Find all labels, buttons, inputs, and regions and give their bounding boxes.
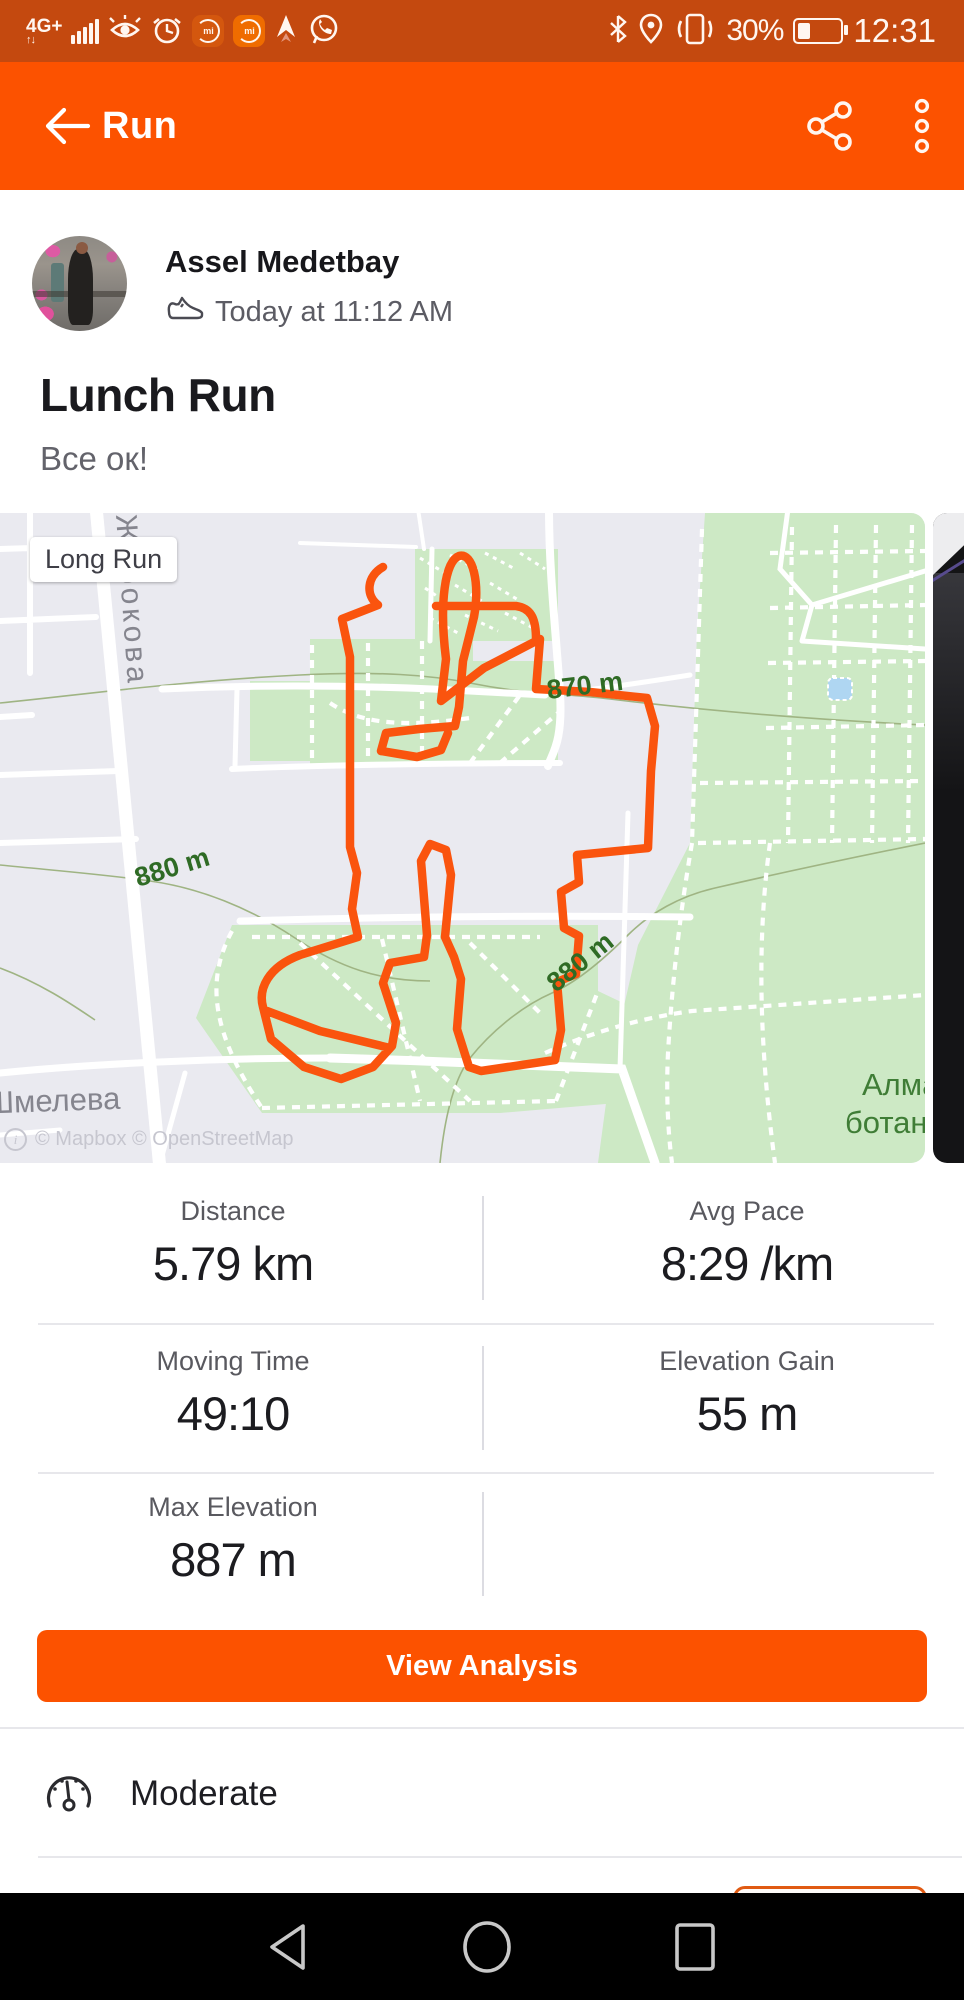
app-header: Run — [0, 62, 964, 190]
stat-label: Moving Time — [156, 1346, 310, 1376]
activity-photo-thumbnail[interactable] — [933, 513, 964, 1163]
stat-moving-time: Moving Time 49:10 — [0, 1346, 482, 1441]
pond — [827, 677, 853, 701]
nav-recents-button[interactable] — [665, 1893, 725, 2000]
nav-home-button[interactable] — [457, 1893, 517, 2000]
page-title: Run — [102, 104, 178, 147]
stat-value: 8:29 /km — [660, 1237, 834, 1290]
athlete-name[interactable]: Assel Medetbay — [165, 244, 400, 279]
stats-row-3: Max Elevation 887 m — [0, 1492, 964, 1587]
vibrate-icon — [674, 12, 716, 51]
status-time-label: 12:31 — [853, 12, 936, 49]
poi-label-line2: ботани — [845, 1105, 925, 1140]
battery-percent-label: 30% — [726, 14, 784, 47]
network-type-indicator: 4G+ ↑↓ — [26, 17, 62, 46]
stat-value: 887 m — [170, 1533, 297, 1586]
map-canvas: Жарокова Шмелева 870 m 880 m 880 m Алма … — [0, 513, 925, 1163]
avatar[interactable] — [32, 236, 127, 331]
activity-description: Все ок! — [40, 440, 148, 477]
whatsapp-notification-icon — [307, 12, 341, 51]
overflow-menu-button[interactable] — [892, 62, 952, 190]
stat-label: Elevation Gain — [659, 1346, 835, 1376]
back-button[interactable] — [36, 62, 100, 190]
media-carousel: Жарокова Шмелева 870 m 880 m 880 m Алма … — [0, 513, 964, 1163]
stat-max-elevation: Max Elevation 887 m — [0, 1492, 482, 1587]
activity-title: Lunch Run — [40, 369, 276, 421]
strava-notification-icon — [274, 13, 298, 50]
activity-timestamp: Today at 11:12 AM — [215, 295, 454, 328]
stat-label: Max Elevation — [148, 1492, 318, 1522]
stat-avg-pace: Avg Pace 8:29 /km — [482, 1196, 964, 1291]
network-type-label: 4G+ — [26, 15, 63, 37]
stats-divider — [38, 1323, 934, 1325]
eye-comfort-icon — [108, 14, 142, 49]
stats-vertical-divider — [482, 1346, 484, 1450]
gps-route-line — [257, 551, 660, 1084]
running-shoe-icon — [165, 292, 205, 332]
stat-label: Avg Pace — [689, 1196, 805, 1226]
stat-value: 49:10 — [176, 1387, 291, 1440]
mi-fit-notification-icon: mi — [192, 15, 225, 47]
stats-divider — [38, 1472, 934, 1474]
stat-distance: Distance 5.79 km — [0, 1196, 482, 1291]
activity-time-row: Today at 11:12 AM — [165, 292, 453, 332]
network-arrows-icon: ↑↓ — [26, 33, 36, 46]
poi-label-line1: Алма — [862, 1067, 925, 1102]
stat-value: 55 m — [696, 1387, 799, 1440]
android-navigation-bar — [0, 1893, 964, 2000]
stats-row-1: Distance 5.79 km Avg Pace 8:29 /km — [0, 1196, 964, 1291]
stats-vertical-divider — [482, 1492, 484, 1596]
mi-band-notification-icon: mi — [233, 15, 266, 47]
signal-strength-icon — [71, 18, 100, 44]
stats-row-2: Moving Time 49:10 Elevation Gain 55 m — [0, 1346, 964, 1441]
share-button[interactable] — [796, 62, 866, 190]
route-name-chip[interactable]: Long Run — [30, 537, 178, 582]
section-divider — [38, 1856, 962, 1858]
perceived-exertion-row[interactable]: Moderate — [42, 1764, 278, 1823]
stats-vertical-divider — [482, 1196, 484, 1300]
street-label-bottom: Шмелева — [0, 1081, 122, 1121]
section-divider — [0, 1727, 964, 1729]
attribution-text: © Mapbox © OpenStreetMap — [35, 1128, 294, 1150]
alarm-clock-icon — [151, 13, 183, 50]
attribution-info-icon[interactable]: i — [4, 1128, 27, 1151]
stat-label: Distance — [180, 1196, 286, 1226]
view-analysis-button[interactable]: View Analysis — [37, 1630, 927, 1702]
nav-back-button[interactable] — [257, 1893, 317, 2000]
exertion-value: Moderate — [130, 1773, 278, 1813]
battery-icon — [793, 18, 849, 44]
map-attribution: i © Mapbox © OpenStreetMap — [4, 1128, 294, 1151]
bluetooth-icon — [608, 13, 628, 50]
exertion-gauge-icon — [42, 1764, 96, 1823]
status-bar: 4G+ ↑↓ mi mi — [0, 0, 964, 62]
location-icon — [638, 13, 664, 50]
stat-elevation-gain: Elevation Gain 55 m — [482, 1346, 964, 1441]
route-map[interactable]: Жарокова Шмелева 870 m 880 m 880 m Алма … — [0, 513, 925, 1163]
stat-value: 5.79 km — [152, 1237, 314, 1290]
stat-empty-cell — [482, 1492, 964, 1587]
